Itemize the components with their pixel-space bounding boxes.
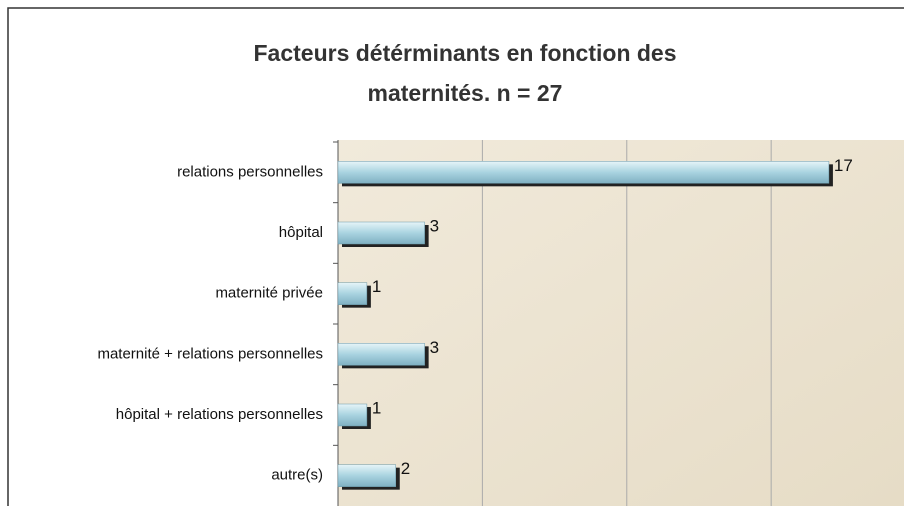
y-tick-label: hôpital + relations personnelles <box>116 406 323 423</box>
chart-title: Facteurs détérminants en fonction des <box>253 40 676 66</box>
bar <box>337 282 368 305</box>
value-label: 1 <box>372 277 381 296</box>
bar <box>337 161 830 184</box>
chart-title: maternités. n = 27 <box>368 80 563 106</box>
value-label: 3 <box>430 216 439 235</box>
y-tick-label: hôpital <box>279 224 323 241</box>
y-tick-label: maternité privée <box>215 285 323 302</box>
value-label: 1 <box>372 398 381 417</box>
y-tick-label: maternité + relations personnelles <box>97 345 323 362</box>
plot-area <box>338 140 904 506</box>
bar <box>337 403 368 427</box>
bar <box>337 221 425 245</box>
bar <box>337 464 397 487</box>
y-tick-label: relations personnelles <box>177 163 323 180</box>
y-tick-label: autre(s) <box>271 467 323 484</box>
bar <box>337 343 425 366</box>
value-label: 17 <box>834 156 853 175</box>
value-label: 3 <box>430 338 439 357</box>
value-label: 2 <box>401 459 410 478</box>
